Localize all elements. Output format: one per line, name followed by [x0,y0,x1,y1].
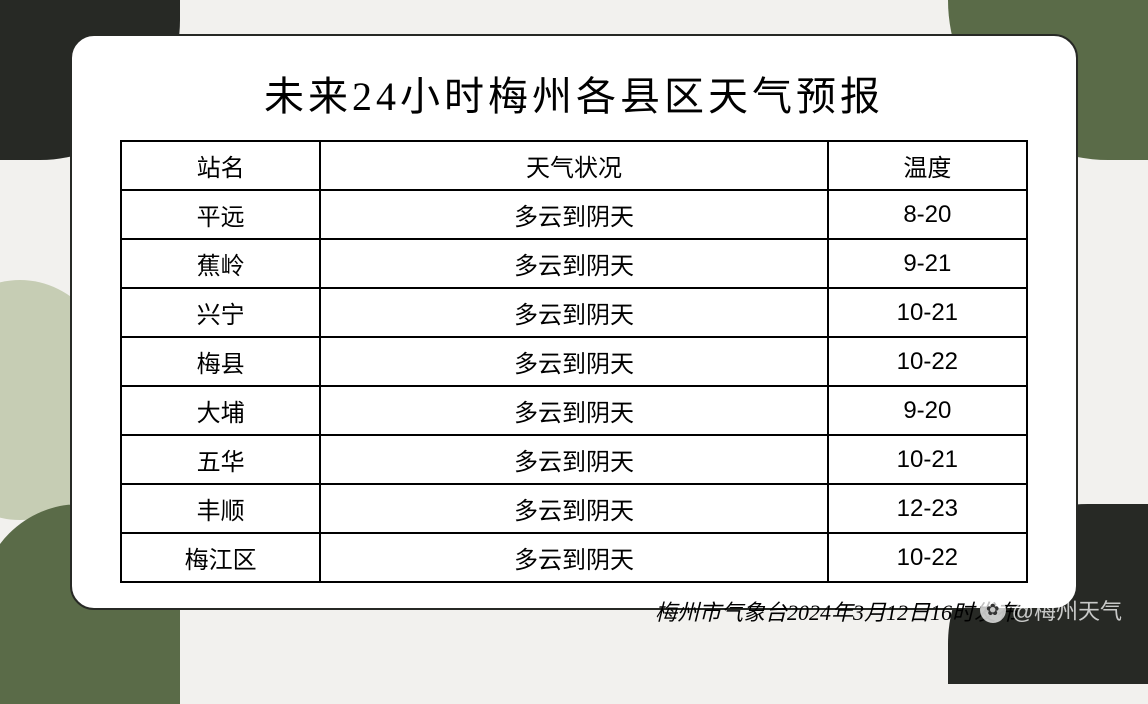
cell-temp: 8-20 [828,190,1027,239]
table-row: 梅县多云到阴天10-22 [121,337,1027,386]
table-row: 五华多云到阴天10-21 [121,435,1027,484]
cell-weather: 多云到阴天 [320,337,827,386]
col-header-weather: 天气状况 [320,141,827,190]
cell-station: 丰顺 [121,484,320,533]
table-row: 梅江区多云到阴天10-22 [121,533,1027,582]
watermark: ✿ @梅州天气 [980,594,1122,626]
table-row: 大埔多云到阴天9-20 [121,386,1027,435]
cell-station: 五华 [121,435,320,484]
col-header-temp: 温度 [828,141,1027,190]
cell-weather: 多云到阴天 [320,484,827,533]
cell-weather: 多云到阴天 [320,190,827,239]
col-header-station: 站名 [121,141,320,190]
cell-temp: 10-22 [828,337,1027,386]
cell-weather: 多云到阴天 [320,435,827,484]
cell-temp: 10-21 [828,288,1027,337]
page-title: 未来24小时梅州各县区天气预报 [120,64,1028,122]
table-row: 蕉岭多云到阴天9-21 [121,239,1027,288]
cell-weather: 多云到阴天 [320,386,827,435]
weibo-icon: ✿ [980,597,1006,623]
cell-station: 蕉岭 [121,239,320,288]
cell-weather: 多云到阴天 [320,533,827,582]
table-row: 兴宁多云到阴天10-21 [121,288,1027,337]
forecast-table: 站名 天气状况 温度 平远多云到阴天8-20蕉岭多云到阴天9-21兴宁多云到阴天… [120,140,1028,583]
table-header-row: 站名 天气状况 温度 [121,141,1027,190]
cell-temp: 10-21 [828,435,1027,484]
publish-info: 梅州市气象台2024年3月12日16时发布 [120,595,1028,627]
cell-temp: 9-20 [828,386,1027,435]
cell-station: 平远 [121,190,320,239]
cell-temp: 10-22 [828,533,1027,582]
cell-station: 兴宁 [121,288,320,337]
cell-station: 大埔 [121,386,320,435]
forecast-card: 未来24小时梅州各县区天气预报 站名 天气状况 温度 平远多云到阴天8-20蕉岭… [70,34,1078,610]
watermark-text: @梅州天气 [1012,594,1122,626]
cell-station: 梅县 [121,337,320,386]
cell-temp: 12-23 [828,484,1027,533]
cell-station: 梅江区 [121,533,320,582]
cell-weather: 多云到阴天 [320,288,827,337]
table-row: 丰顺多云到阴天12-23 [121,484,1027,533]
cell-weather: 多云到阴天 [320,239,827,288]
cell-temp: 9-21 [828,239,1027,288]
table-row: 平远多云到阴天8-20 [121,190,1027,239]
